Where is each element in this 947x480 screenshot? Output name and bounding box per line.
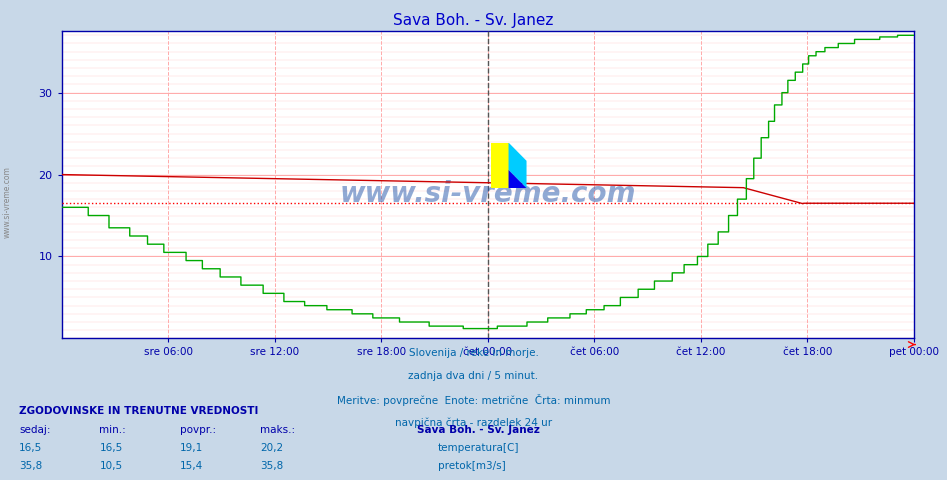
Text: 35,8: 35,8 [19, 461, 43, 471]
Text: min.:: min.: [99, 425, 126, 435]
Text: Meritve: povprečne  Enote: metrične  Črta: minmum: Meritve: povprečne Enote: metrične Črta:… [337, 394, 610, 406]
Text: maks.:: maks.: [260, 425, 295, 435]
Text: navpična črta - razdelek 24 ur: navpična črta - razdelek 24 ur [395, 417, 552, 428]
Text: www.si-vreme.com: www.si-vreme.com [3, 166, 12, 238]
Text: 16,5: 16,5 [99, 443, 123, 453]
Polygon shape [509, 170, 527, 188]
Text: 15,4: 15,4 [180, 461, 204, 471]
Text: www.si-vreme.com: www.si-vreme.com [339, 180, 636, 208]
Text: povpr.:: povpr.: [180, 425, 216, 435]
Text: 20,2: 20,2 [260, 443, 283, 453]
Text: 10,5: 10,5 [99, 461, 122, 471]
Text: Slovenija / reke in morje.: Slovenija / reke in morje. [408, 348, 539, 358]
Text: Sava Boh. - Sv. Janez: Sava Boh. - Sv. Janez [393, 13, 554, 28]
Text: ZGODOVINSKE IN TRENUTNE VREDNOSTI: ZGODOVINSKE IN TRENUTNE VREDNOSTI [19, 406, 259, 416]
Polygon shape [509, 143, 527, 188]
Text: 16,5: 16,5 [19, 443, 43, 453]
Text: zadnja dva dni / 5 minut.: zadnja dva dni / 5 minut. [408, 371, 539, 381]
Text: 19,1: 19,1 [180, 443, 204, 453]
Text: sedaj:: sedaj: [19, 425, 50, 435]
Text: pretok[m3/s]: pretok[m3/s] [438, 461, 506, 471]
Polygon shape [491, 143, 509, 188]
Text: temperatura[C]: temperatura[C] [438, 443, 519, 453]
Text: 35,8: 35,8 [260, 461, 284, 471]
Text: Sava Boh. - Sv. Janez: Sava Boh. - Sv. Janez [417, 425, 540, 435]
